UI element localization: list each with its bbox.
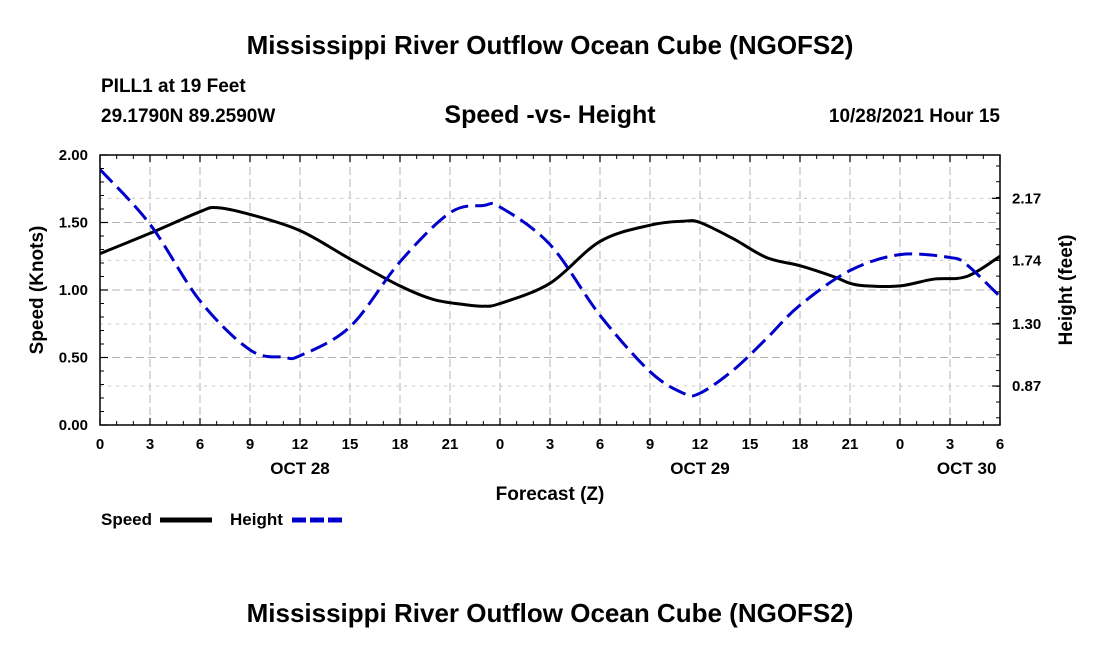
grid-lines bbox=[100, 155, 1000, 425]
series-line-height bbox=[100, 168, 1000, 398]
y-tick-label: 1.00 bbox=[59, 282, 88, 299]
axis-tick-labels: 0 3 6 9 12 15 18 21 0 3 6 9 12 15 18 21 0 3 6 OCT 28 OCT 29 O… bbox=[59, 147, 1042, 478]
x-tick-label: 12 bbox=[292, 436, 309, 453]
x-tick-label: 3 bbox=[946, 436, 954, 453]
x-tick-label: 6 bbox=[996, 436, 1004, 453]
x-tick-label: 3 bbox=[146, 436, 154, 453]
date-label: OCT 30 bbox=[937, 459, 997, 478]
x-tick-label: 6 bbox=[196, 436, 204, 453]
y-axis-label: Speed (Knots) bbox=[27, 226, 48, 355]
y2-tick-label: 1.30 bbox=[1012, 316, 1041, 333]
x-tick-label: 12 bbox=[692, 436, 709, 453]
speed-height-chart: 0 3 6 9 12 15 18 21 0 3 6 9 12 15 18 21 0 3 6 OCT 28 OCT 29 O… bbox=[27, 147, 1077, 529]
x-tick-label: 9 bbox=[246, 436, 254, 453]
station-label: PILL1 at 19 Feet bbox=[101, 76, 246, 97]
y2-tick-label: 1.74 bbox=[1012, 252, 1042, 269]
x-tick-label: 0 bbox=[96, 436, 104, 453]
datetime-label: 10/28/2021 Hour 15 bbox=[828, 106, 1000, 127]
x-tick-label: 0 bbox=[896, 436, 904, 453]
y2-tick-label: 0.87 bbox=[1012, 378, 1041, 395]
x-tick-label: 21 bbox=[842, 436, 859, 453]
y-tick-label: 0.00 bbox=[59, 417, 88, 434]
footer-title: Mississippi River Outflow Ocean Cube (NG… bbox=[246, 598, 854, 628]
chart-title: Mississippi River Outflow Ocean Cube (NG… bbox=[246, 30, 854, 60]
y2-axis-label: Height (feet) bbox=[1056, 235, 1077, 346]
y-tick-label: 1.50 bbox=[59, 215, 88, 232]
chart-subtitle: Speed -vs- Height bbox=[444, 101, 656, 129]
y-tick-label: 0.50 bbox=[59, 350, 88, 367]
x-tick-label: 9 bbox=[646, 436, 654, 453]
x-tick-label: 3 bbox=[546, 436, 554, 453]
coordinates-label: 29.1790N 89.2590W bbox=[101, 106, 276, 127]
x-axis-label: Forecast (Z) bbox=[496, 484, 605, 505]
date-label: OCT 28 bbox=[270, 459, 330, 478]
date-label: OCT 29 bbox=[670, 459, 730, 478]
x-tick-label: 21 bbox=[442, 436, 459, 453]
x-tick-label: 18 bbox=[792, 436, 809, 453]
x-tick-label: 15 bbox=[742, 436, 759, 453]
y2-tick-label: 2.17 bbox=[1012, 190, 1041, 207]
series-line-speed bbox=[100, 205, 1000, 308]
x-tick-label: 6 bbox=[596, 436, 604, 453]
axis-ticks bbox=[99, 154, 1001, 426]
y-tick-label: 2.00 bbox=[59, 147, 88, 164]
x-tick-label: 15 bbox=[342, 436, 359, 453]
legend-label-speed: Speed bbox=[101, 510, 152, 529]
legend-label-height: Height bbox=[230, 510, 283, 529]
legend: Speed Height bbox=[101, 510, 343, 529]
x-tick-label: 0 bbox=[496, 436, 504, 453]
series-lines bbox=[100, 168, 1000, 398]
x-tick-label: 18 bbox=[392, 436, 409, 453]
